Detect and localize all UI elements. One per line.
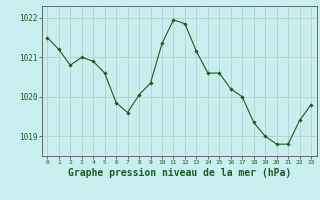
X-axis label: Graphe pression niveau de la mer (hPa): Graphe pression niveau de la mer (hPa) [68, 168, 291, 178]
